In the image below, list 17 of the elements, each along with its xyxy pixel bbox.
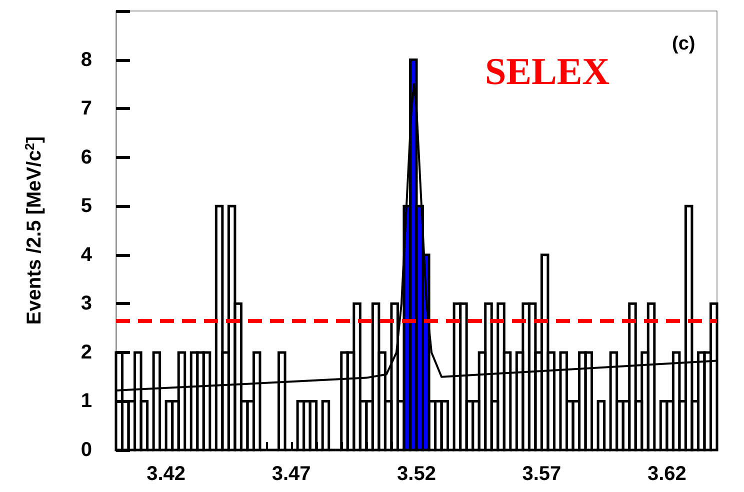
y-tick-label: 0 — [80, 439, 92, 461]
y-axis-title: Events /2.5 [MeV/c2] — [22, 136, 46, 325]
x-tick-label: 3.47 — [272, 463, 311, 485]
x-tick-label: 3.42 — [146, 463, 186, 485]
y-tick-label: 7 — [80, 98, 92, 120]
x-tick-label: 3.62 — [647, 463, 686, 485]
y-tick-label: 1 — [80, 390, 92, 412]
x-tick-label: 3.57 — [522, 463, 562, 485]
y-tick-label: 8 — [80, 48, 92, 71]
y-tick-label: 6 — [80, 146, 92, 168]
x-tick-label: 3.52 — [397, 463, 436, 485]
y-tick-label: 3 — [80, 292, 92, 315]
y-tick-label: 5 — [80, 195, 92, 218]
y-tick-label: 2 — [80, 341, 92, 364]
annotation: SELEX — [485, 51, 610, 93]
y-tick-label: 4 — [80, 244, 93, 266]
annotation: (c) — [672, 34, 696, 54]
